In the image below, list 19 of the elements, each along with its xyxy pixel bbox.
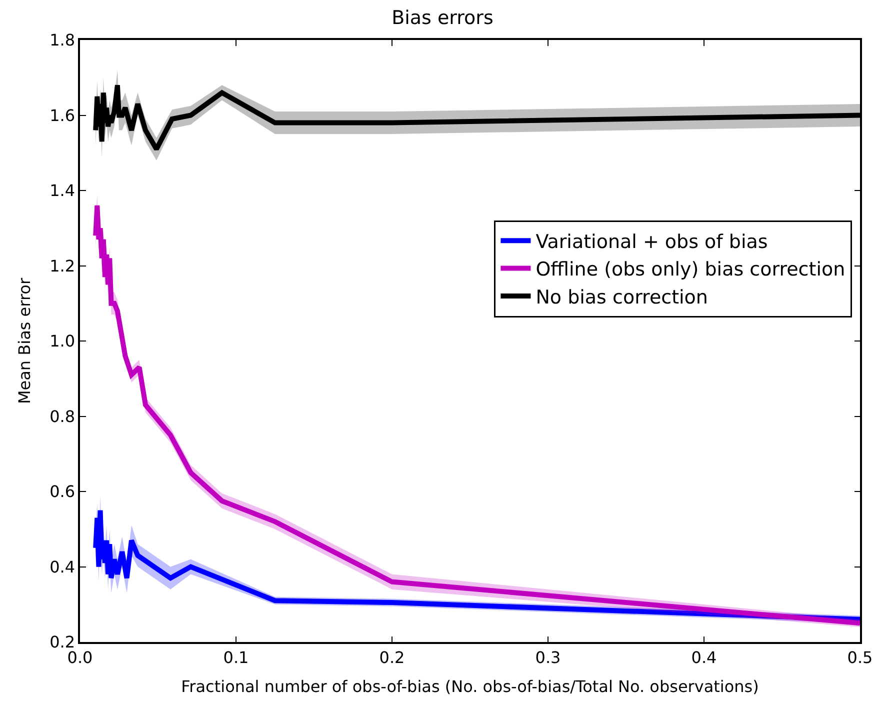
x-tick-label: 0.1 xyxy=(223,648,249,667)
x-tick-label: 0.4 xyxy=(691,648,717,667)
y-tick-label: 1.8 xyxy=(50,30,76,50)
y-tick-label: 1.2 xyxy=(50,256,76,276)
legend-label: No bias correction xyxy=(536,286,708,308)
y-tick-label: 0.4 xyxy=(50,557,76,576)
y-axis-title: Mean Bias error xyxy=(14,278,34,404)
y-tick-label: 0.8 xyxy=(50,406,76,426)
legend-label: Offline (obs only) bias correction xyxy=(536,258,846,281)
x-tick-label: 0.3 xyxy=(535,648,561,667)
x-tick-label: 0.5 xyxy=(847,648,873,667)
x-tick-label: 0.2 xyxy=(379,648,405,667)
y-tick-label: 1.4 xyxy=(50,181,76,200)
legend-label: Variational + obs of bias xyxy=(536,231,768,254)
y-tick-label: 1.6 xyxy=(50,106,76,125)
y-tick-label: 1.0 xyxy=(50,332,76,351)
chart-title: Bias errors xyxy=(392,6,494,29)
y-tick-label: 0.6 xyxy=(50,482,76,502)
x-axis-title: Fractional number of obs-of-bias (No. obs-of-bias/Total No. observations) xyxy=(181,677,759,696)
